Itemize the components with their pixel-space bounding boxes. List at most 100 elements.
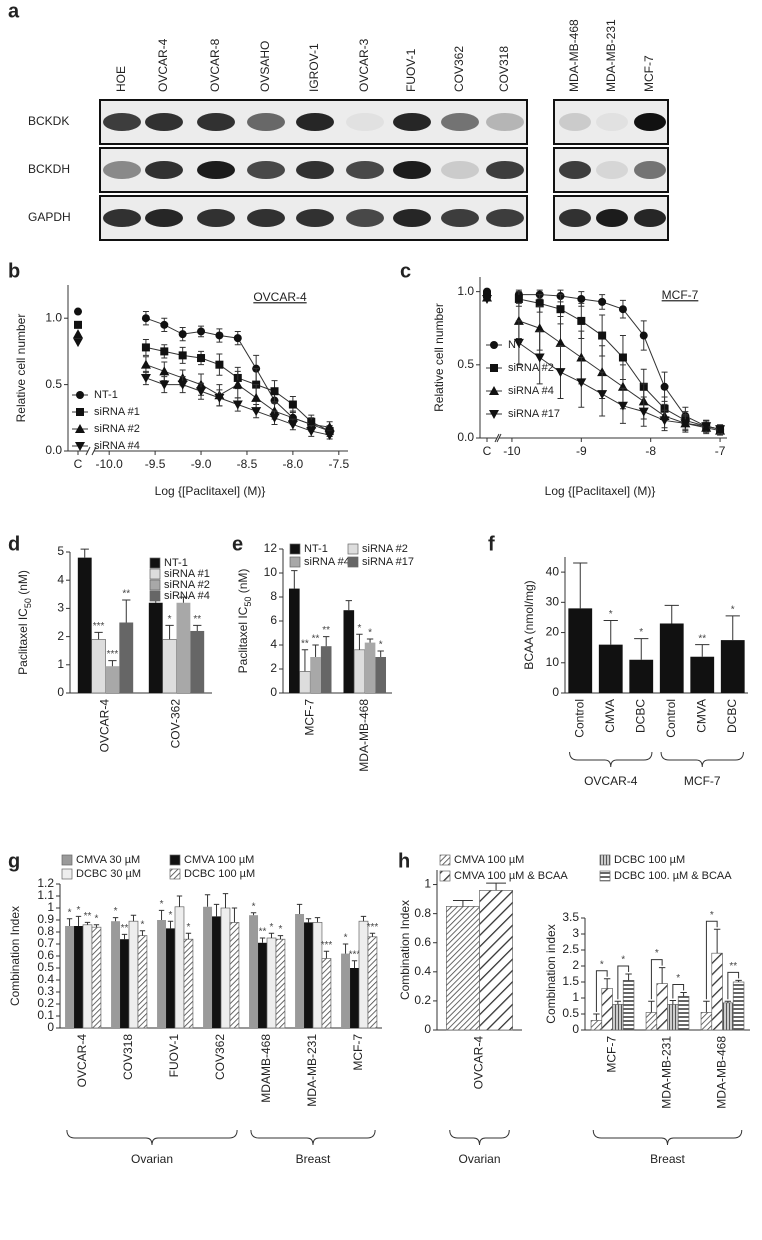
bar	[157, 920, 167, 1028]
x-tick-label: MDA-MB-468	[357, 699, 371, 772]
legend-label: NT-1	[94, 389, 118, 401]
error-bar	[250, 912, 257, 916]
error-bar	[122, 599, 131, 623]
legend-swatch	[289, 543, 301, 555]
y-tick-label: 0.2	[414, 993, 431, 1007]
lane-label: IGROV-1	[307, 43, 321, 92]
error-bar	[713, 928, 721, 954]
lane-label: COV362	[452, 46, 466, 92]
y-tick-label: 0.5	[457, 357, 474, 371]
marker	[159, 366, 170, 376]
marker	[288, 400, 297, 409]
y-tick-label: 1	[47, 900, 54, 914]
marker	[576, 378, 587, 388]
marker	[160, 320, 169, 329]
legend-swatch	[289, 556, 301, 568]
band	[634, 113, 666, 131]
significance: **	[301, 638, 309, 649]
y-axis-label-part: Paclitaxel IC	[16, 608, 30, 675]
marker	[197, 327, 206, 336]
y-tick-label: 0.4	[414, 964, 431, 978]
marker	[577, 294, 586, 303]
band	[145, 161, 183, 179]
significance: *	[187, 922, 191, 933]
x-tick-label: MDAMB-468	[259, 1034, 273, 1103]
legend-swatch	[347, 556, 359, 568]
y-tick-label: 2.5	[562, 942, 579, 956]
legend-swatch	[439, 854, 451, 866]
y-tick-label: 0.3	[37, 984, 54, 998]
y-tick-label: 1.0	[45, 310, 62, 324]
bar	[659, 623, 684, 693]
marker	[287, 420, 298, 430]
x-axis-label: Log {[Paclitaxel] (M)}	[545, 484, 656, 498]
band	[197, 113, 235, 131]
marker	[159, 380, 170, 390]
bar	[601, 988, 613, 1031]
marker	[178, 351, 187, 360]
bar	[568, 608, 593, 693]
error-bar	[112, 917, 119, 922]
bar	[341, 953, 351, 1028]
x-tick-label: OVCAR-4	[75, 1034, 89, 1088]
significance: **	[729, 961, 737, 972]
legend-label: siRNA #2	[508, 362, 554, 374]
y-axis-label-part: (nM)	[16, 570, 30, 598]
group-brace	[592, 1129, 743, 1146]
y-tick-label: 0.0	[45, 443, 62, 457]
x-tick-label: C	[483, 444, 492, 458]
error-bar	[345, 600, 352, 611]
bar	[598, 644, 623, 693]
marker	[74, 307, 82, 316]
x-tick-label: CMVA	[694, 699, 708, 733]
error-bar	[603, 619, 618, 645]
significance: *	[95, 913, 99, 924]
x-tick-label: Control	[664, 699, 678, 738]
group-label: MCF-7	[684, 774, 721, 788]
x-tick-label: -7.5	[328, 457, 349, 471]
y-axis-label: Combination Index	[8, 906, 22, 1006]
bracket	[727, 971, 740, 1000]
band	[247, 209, 285, 227]
bar	[343, 610, 355, 693]
bar	[128, 920, 139, 1029]
x-tick-label: OVCAR-4	[472, 1036, 486, 1090]
x-tick-label: -9.0	[191, 457, 212, 471]
legend-label: siRNA #2	[164, 579, 210, 591]
legend-marker	[76, 408, 84, 416]
significance: *	[270, 922, 274, 933]
significance: *	[600, 959, 604, 970]
panel-label: g	[8, 850, 20, 872]
y-tick-label: 0.6	[37, 948, 54, 962]
x-tick-label: -10	[503, 444, 521, 458]
y-tick-label: 1.1	[37, 888, 54, 902]
x-tick-label: DCBC	[633, 699, 647, 733]
y-tick-label: 0.8	[414, 906, 431, 920]
error-bar	[351, 960, 358, 968]
error-bar	[93, 924, 100, 928]
significance: *	[252, 901, 256, 912]
marker	[324, 431, 335, 441]
significance: **	[698, 633, 706, 644]
band	[103, 209, 141, 227]
error-bar	[486, 882, 507, 891]
significance: *	[279, 924, 283, 935]
group-brace	[449, 1129, 510, 1146]
y-tick-label: 10	[264, 565, 278, 579]
marker	[140, 373, 151, 383]
bar	[65, 926, 75, 1028]
band	[441, 113, 479, 131]
significance: *	[621, 955, 625, 966]
bar	[612, 1004, 624, 1031]
marker	[232, 379, 243, 389]
error-bar	[179, 596, 188, 603]
error-bar	[593, 1013, 600, 1021]
marker	[534, 353, 545, 363]
legend-marker	[489, 386, 499, 395]
bar	[690, 656, 715, 693]
panel-label: e	[232, 533, 243, 555]
bar	[162, 639, 177, 694]
error-bar	[342, 943, 349, 954]
lane-label: OVCAR-3	[357, 38, 371, 92]
significance: *	[357, 623, 361, 634]
